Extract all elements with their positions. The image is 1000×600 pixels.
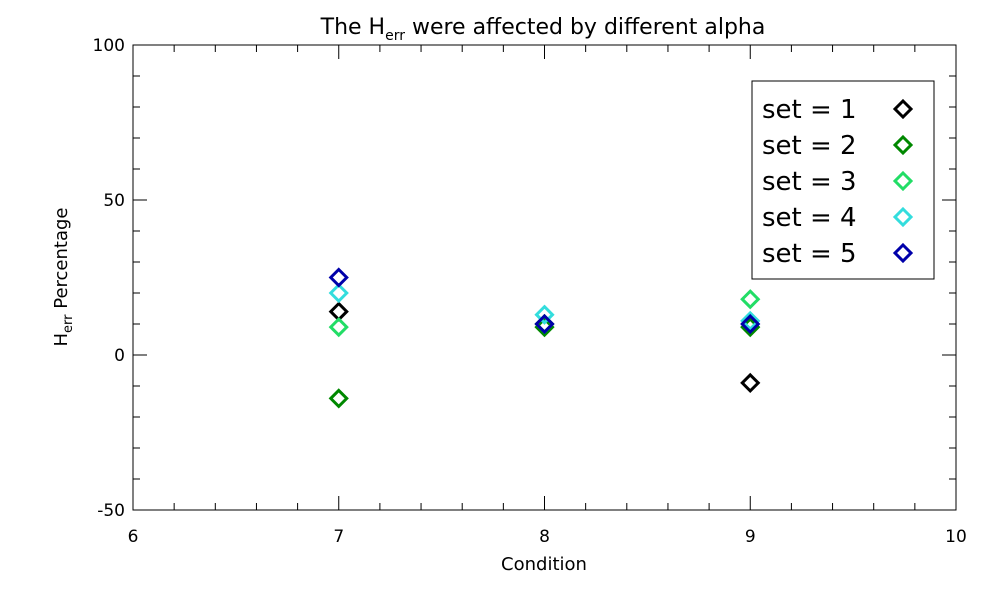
x-tick-label: 8 — [539, 527, 550, 547]
legend-marker — [892, 134, 914, 156]
legend-marker — [892, 242, 914, 264]
data-point-set-3 — [740, 289, 761, 310]
legend: set = 1 set = 2 set = 3 set = 4 set = 5 — [751, 80, 935, 280]
y-tick-label: 0 — [114, 346, 125, 366]
chart-title: The Herr were affected by different alph… — [320, 15, 766, 44]
y-tick-label: 50 — [103, 191, 125, 211]
data-point-set-4 — [534, 304, 555, 325]
x-tick-label: 9 — [745, 527, 756, 547]
data-point-set-1 — [740, 372, 761, 394]
data-point-set-5 — [328, 267, 349, 288]
legend-label: set = 5 — [762, 239, 857, 269]
data-point-set-2 — [534, 316, 555, 338]
legend-marker — [892, 206, 914, 228]
y-tick-label: 100 — [93, 36, 125, 56]
data-point-set-4 — [740, 310, 761, 332]
x-tick-label: 10 — [945, 527, 967, 547]
data-point-set-5 — [740, 313, 761, 335]
y-axis-label: Herr Percentage — [51, 208, 76, 347]
x-tick-label: 7 — [333, 527, 344, 547]
legend-marker — [892, 98, 914, 120]
legend-label: set = 4 — [762, 203, 857, 233]
data-point-set-2 — [328, 388, 349, 409]
y-axis-ticks: -50 0 50 100 — [93, 36, 956, 521]
legend-label: set = 1 — [762, 95, 857, 125]
x-axis-label: Condition — [501, 554, 587, 575]
legend-label: set = 2 — [762, 131, 857, 161]
legend-marker — [892, 170, 914, 192]
data-points — [328, 267, 761, 409]
data-point-set-4 — [328, 282, 349, 304]
x-tick-label: 6 — [128, 527, 139, 547]
data-point-set-5 — [534, 313, 555, 335]
x-axis-ticks: 6 7 8 9 10 — [128, 45, 967, 547]
y-tick-label: -50 — [97, 501, 125, 521]
data-point-set-3 — [328, 316, 349, 338]
legend-label: set = 3 — [762, 167, 857, 197]
